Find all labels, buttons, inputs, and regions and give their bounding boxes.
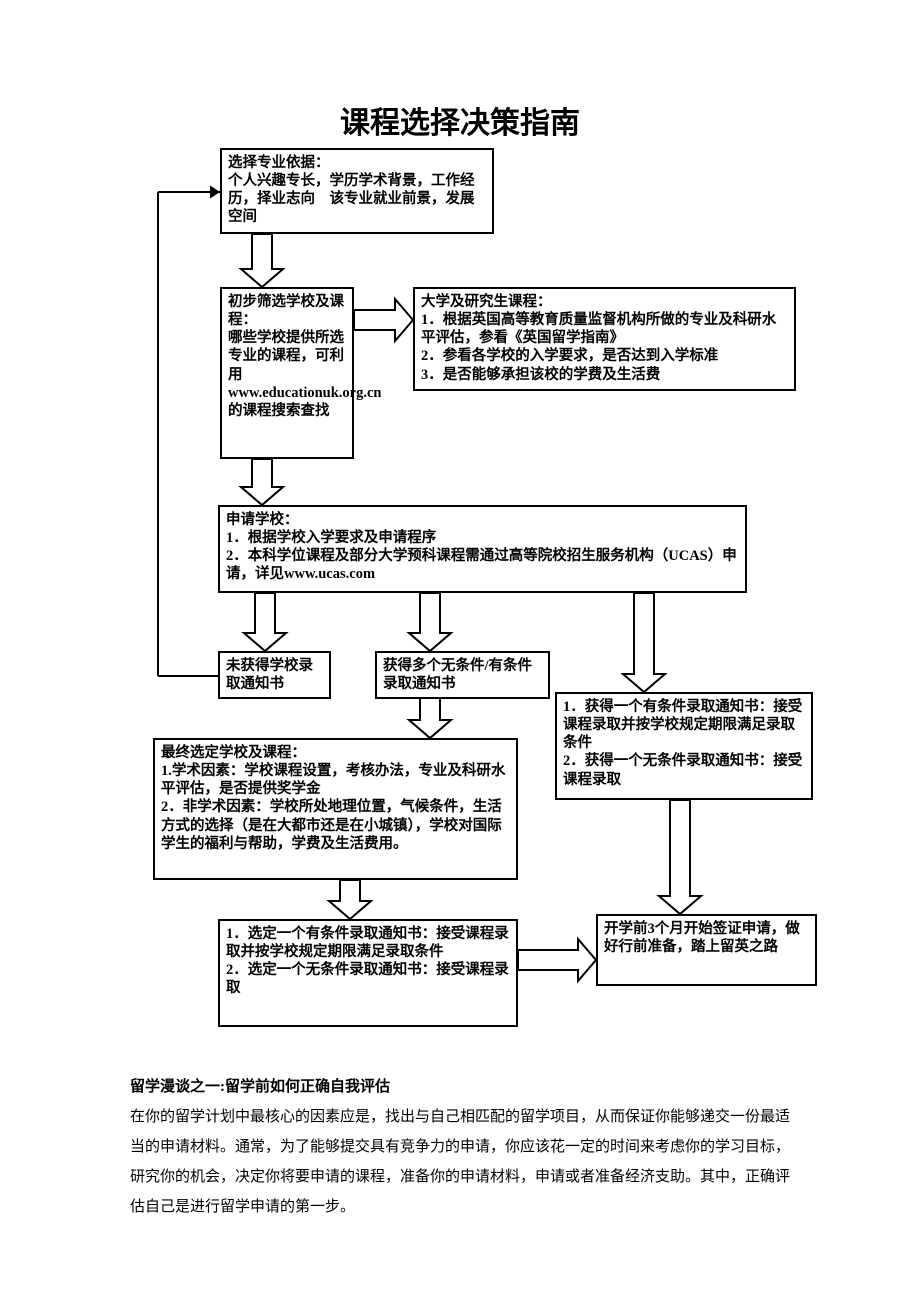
flowchart-node-n5: 未获得学校录取通知书 bbox=[218, 651, 331, 699]
article-body: 在你的留学计划中最核心的因素应是，找出与自己相匹配的留学项目，从而保证你能够递交… bbox=[130, 1102, 790, 1222]
flowchart-node-n4: 申请学校： 1．根据学校入学要求及申请程序 2．本科学位课程及部分大学预科课程需… bbox=[218, 505, 747, 593]
flowchart-node-n10: 开学前3个月开始签证申请，做好行前准备，踏上留英之路 bbox=[596, 914, 817, 986]
flowchart-node-n7: 1．获得一个有条件录取通知书：接受课程录取并按学校规定期限满足录取条件 2．获得… bbox=[555, 692, 813, 800]
flowchart-node-n2: 初步筛选学校及课程： 哪些学校提供所选专业的课程，可利用www.educatio… bbox=[220, 287, 354, 459]
flowchart-node-n3: 大学及研究生课程： 1．根据英国高等教育质量监督机构所做的专业及科研水平评估，参… bbox=[413, 287, 796, 391]
flowchart-node-n9: 1．选定一个有条件录取通知书：接受课程录取并按学校规定期限满足录取条件 2．选定… bbox=[218, 919, 518, 1027]
diagram-title: 课程选择决策指南 bbox=[0, 98, 920, 142]
flowchart-node-n1: 选择专业依据： 个人兴趣专长，学历学术背景，工作经历，择业志向 该专业就业前景，… bbox=[220, 148, 494, 234]
article-subheading: 留学漫谈之一:留学前如何正确自我评估 bbox=[130, 1075, 390, 1096]
page: 课程选择决策指南 留学漫谈之一:留学前如何正确自我评估 在你的留学计划中最核心的… bbox=[0, 0, 920, 1301]
flowchart-node-n8: 最终选定学校及课程： 1.学术因素：学校课程设置，考核办法，专业及科研水平评估，… bbox=[153, 738, 518, 880]
flowchart-node-n6: 获得多个无条件/有条件录取通知书 bbox=[375, 651, 550, 699]
